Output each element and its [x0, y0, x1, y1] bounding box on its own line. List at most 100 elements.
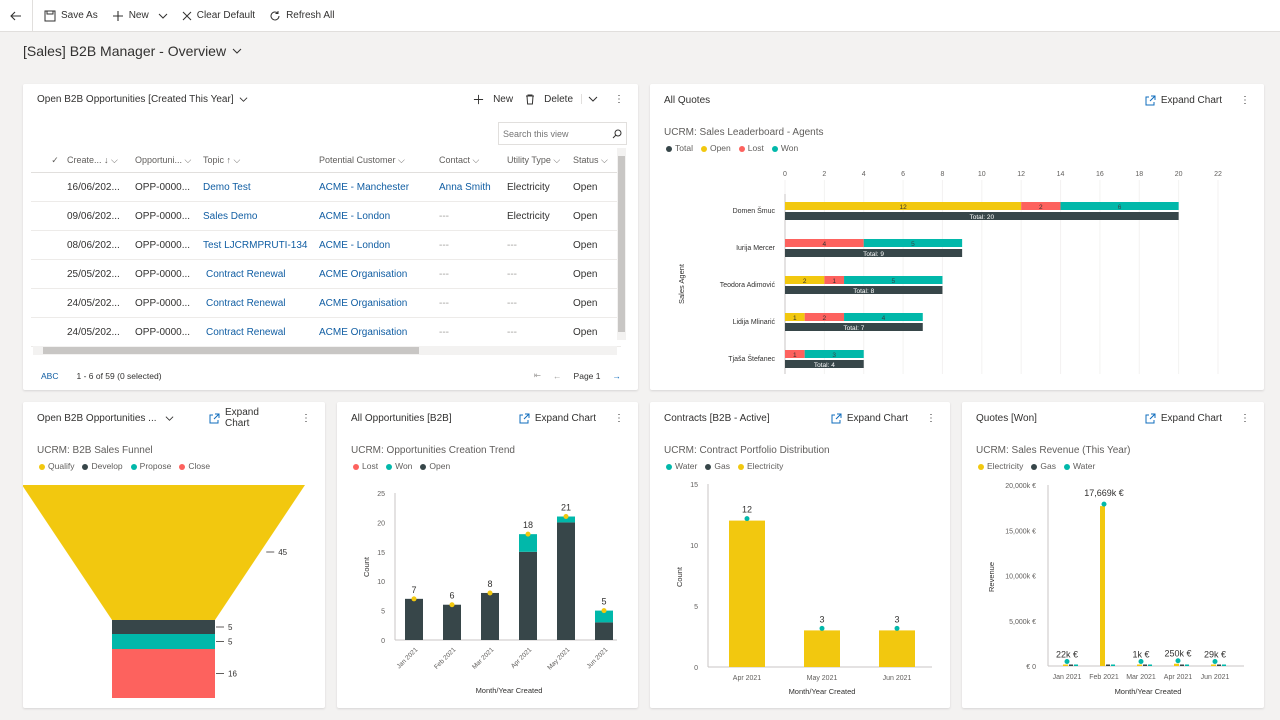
expand-chart-button[interactable]: Expand Chart: [1145, 413, 1222, 424]
legend-item[interactable]: Water: [1063, 461, 1095, 471]
cell-customer[interactable]: ACME - London: [319, 210, 391, 222]
cell-contact: ---: [439, 210, 449, 222]
legend-item[interactable]: Qualify: [39, 461, 74, 471]
legend-item[interactable]: Close: [179, 461, 210, 471]
cell-opportunity: OPP-0000...: [135, 181, 191, 193]
table-row[interactable]: 24/05/202... OPP-0000... Contract Renewal A…: [31, 318, 621, 347]
search-input[interactable]: [503, 128, 603, 139]
more-options-icon[interactable]: ⋮: [614, 93, 624, 105]
expand-chart-button[interactable]: Expand Chart: [519, 413, 596, 424]
total-marker: [894, 625, 900, 631]
legend-item[interactable]: Propose: [130, 461, 171, 471]
more-options-icon[interactable]: ⋮: [1240, 412, 1250, 424]
legend-item[interactable]: Gas: [1031, 461, 1056, 471]
legend-item[interactable]: Won: [771, 143, 798, 153]
more-options-icon[interactable]: ⋮: [614, 412, 624, 424]
cell-topic[interactable]: Demo Test: [203, 181, 251, 193]
legend-item[interactable]: Won: [386, 461, 412, 471]
legend-item[interactable]: Lost: [353, 461, 378, 471]
legend-item[interactable]: Electricity: [978, 461, 1023, 471]
record-count: 1 - 6 of 59 (0 selected): [76, 370, 162, 381]
new-button[interactable]: New: [105, 0, 175, 32]
page-title[interactable]: [Sales] B2B Manager - Overview: [23, 43, 242, 59]
grid-more-dropdown[interactable]: [581, 94, 598, 104]
more-options-icon[interactable]: ⋮: [301, 412, 311, 424]
save-as-button[interactable]: Save As: [37, 0, 105, 32]
scroll-thumb[interactable]: [618, 156, 625, 332]
next-page-icon[interactable]: →: [612, 370, 622, 381]
column-header-opportunity[interactable]: Opportuni... ⌵: [135, 154, 192, 165]
cell-topic[interactable]: Sales Demo: [203, 210, 258, 222]
more-options-icon[interactable]: ⋮: [1240, 94, 1250, 106]
table-row[interactable]: 24/05/202... OPP-0000... Contract Renewal A…: [31, 289, 621, 318]
table-row[interactable]: 09/06/202... OPP-0000... Sales Demo ACME - …: [31, 202, 621, 231]
more-options-icon[interactable]: ⋮: [926, 412, 936, 424]
column-header-contact[interactable]: Contact ⌵: [439, 154, 480, 165]
scroll-thumb[interactable]: [43, 347, 419, 354]
legend-item[interactable]: Develop: [82, 461, 123, 471]
cell-customer[interactable]: ACME Organisation: [319, 268, 408, 280]
view-selector[interactable]: Open B2B Opportunities [Created This Yea…: [37, 94, 461, 105]
clear-default-button[interactable]: Clear Default: [175, 0, 262, 32]
search-icon[interactable]: [612, 129, 622, 139]
expand-chart-button[interactable]: Expand Chart: [1145, 95, 1222, 106]
chevron-down-icon[interactable]: [158, 11, 168, 21]
table-row[interactable]: 16/06/202... OPP-0000... Demo Test ACME - M…: [31, 173, 621, 202]
expand-chart-button[interactable]: Expand Chart: [831, 413, 908, 424]
select-all-checkmark-icon[interactable]: ✓: [51, 154, 59, 165]
cell-topic[interactable]: Contract Renewal: [206, 326, 286, 338]
legend-item[interactable]: Gas: [705, 461, 730, 471]
cell-opportunity: OPP-0000...: [135, 297, 191, 309]
x-tick-label: Feb 2021: [1089, 674, 1119, 681]
grid-delete-button[interactable]: Delete: [525, 94, 573, 105]
cell-topic[interactable]: Contract Renewal: [206, 268, 286, 280]
cell-customer[interactable]: ACME - London: [319, 239, 391, 251]
cell-contact[interactable]: Anna Smith: [439, 181, 491, 193]
x-axis-label: Month/Year Created: [1115, 687, 1182, 696]
column-header-status[interactable]: Status ⌵: [573, 154, 608, 165]
view-selector[interactable]: Open B2B Opportunities ...: [37, 413, 197, 424]
grid-new-button[interactable]: New: [473, 94, 513, 105]
cell-customer[interactable]: ACME Organisation: [319, 326, 408, 338]
legend-item[interactable]: Open: [700, 143, 731, 153]
abc-filter-link[interactable]: ABC: [41, 370, 59, 381]
category-label: Teodora Adimović: [720, 282, 776, 289]
y-tick-label: 15,000k €: [1005, 528, 1036, 535]
cell-topic[interactable]: Test LJCRMPRUTI-134: [203, 239, 308, 251]
column-header-topic[interactable]: Topic ↑ ⌵: [203, 154, 241, 165]
expand-icon: [519, 413, 530, 424]
bar-water: [1111, 664, 1115, 666]
column-header-customer[interactable]: Potential Customer ⌵: [319, 154, 405, 165]
cell-topic[interactable]: Contract Renewal: [206, 297, 286, 309]
save-icon: [44, 10, 56, 22]
column-header-created[interactable]: Create... ↓ ⌵: [67, 154, 118, 165]
refresh-all-label: Refresh All: [286, 10, 335, 21]
first-page-icon[interactable]: ⇤: [533, 370, 542, 380]
vertical-scrollbar[interactable]: [617, 148, 626, 340]
cell-opportunity: OPP-0000...: [135, 210, 191, 222]
category-label: Domen Šmuc: [733, 206, 776, 215]
data-label: 3: [894, 614, 899, 624]
expand-chart-button[interactable]: Expand Chart: [209, 407, 283, 429]
search-box[interactable]: [498, 122, 627, 145]
cell-customer[interactable]: ACME - Manchester: [319, 181, 410, 193]
legend-item[interactable]: Open: [420, 461, 450, 471]
legend-item[interactable]: Lost: [738, 143, 764, 153]
cell-customer[interactable]: ACME Organisation: [319, 297, 408, 309]
cell-opportunity: OPP-0000...: [135, 268, 191, 280]
x-tick-label: 16: [1096, 171, 1104, 178]
refresh-all-button[interactable]: Refresh All: [262, 0, 341, 32]
legend-item[interactable]: Total: [666, 143, 693, 153]
column-header-utility[interactable]: Utility Type ⌵: [507, 154, 561, 165]
previous-page-icon[interactable]: ←: [553, 370, 562, 381]
legend-item[interactable]: Electricity: [737, 461, 783, 471]
back-button[interactable]: [0, 0, 32, 32]
table-row[interactable]: 08/06/202... OPP-0000... Test LJCRMPRUTI-1…: [31, 231, 621, 260]
cell-contact: ---: [439, 326, 449, 338]
table-row[interactable]: 25/05/202... OPP-0000... Contract Renewal A…: [31, 260, 621, 289]
bar-open: [785, 313, 805, 321]
bar-electricity: [879, 630, 915, 667]
horizontal-scrollbar[interactable]: [33, 346, 617, 355]
legend-item[interactable]: Water: [666, 461, 697, 471]
y-tick-label: 15: [377, 550, 385, 557]
